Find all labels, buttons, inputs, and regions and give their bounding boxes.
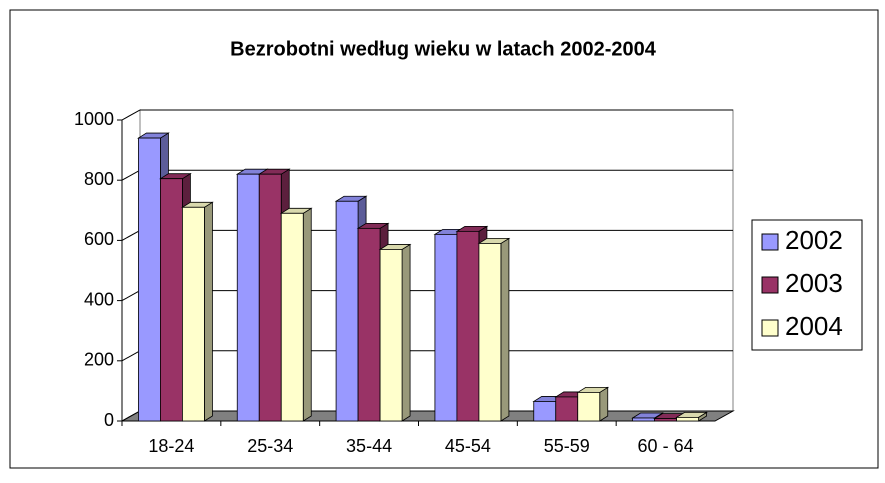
y-tick-label: 0	[104, 410, 114, 430]
x-tick-label: 25-34	[247, 436, 293, 456]
bar	[632, 417, 655, 422]
bar	[138, 137, 161, 422]
y-tick-label: 400	[84, 289, 114, 309]
y-tick-label: 600	[84, 229, 114, 249]
legend-swatch	[761, 319, 779, 337]
bar	[258, 173, 282, 422]
bar-side	[302, 207, 312, 422]
x-tick-label: 18-24	[148, 436, 194, 456]
grid-line-side	[121, 229, 141, 241]
legend-label: 2004	[785, 311, 843, 341]
legend-swatch	[761, 276, 779, 294]
x-tick-label: 60 - 64	[638, 436, 694, 456]
bar-side	[599, 386, 609, 422]
grid-line-side	[121, 350, 141, 362]
bar	[676, 416, 699, 422]
bar	[182, 206, 205, 422]
bar	[555, 396, 579, 422]
bar	[456, 230, 480, 422]
bar-side	[204, 201, 213, 422]
bar	[434, 233, 458, 422]
bar	[379, 249, 403, 422]
bar	[654, 418, 677, 422]
y-tick-label: 200	[84, 350, 114, 370]
bar-side	[500, 237, 510, 422]
side-wall	[121, 109, 141, 422]
x-tick-label: 35-44	[346, 436, 392, 456]
y-tick-label: 1000	[74, 109, 114, 129]
grid-line-side	[121, 109, 141, 121]
legend-swatch	[761, 233, 779, 251]
bar	[160, 178, 183, 422]
chart-title: Bezrobotni według wieku w latach 2002-20…	[230, 38, 657, 60]
bar	[280, 212, 304, 422]
bar	[236, 173, 260, 422]
grid-line-side	[121, 169, 141, 181]
legend-label: 2002	[785, 225, 843, 255]
x-tick-label: 45-54	[445, 436, 491, 456]
bar	[357, 227, 381, 422]
bar-side	[401, 243, 411, 422]
grid-line-side	[121, 410, 141, 422]
grid-line-side	[121, 290, 141, 302]
legend-label: 2003	[785, 268, 843, 298]
bar	[533, 401, 557, 422]
bar	[335, 200, 359, 422]
bar	[478, 243, 502, 422]
x-tick-label: 55-59	[544, 436, 590, 456]
bar	[577, 392, 601, 422]
y-tick-label: 800	[84, 169, 114, 189]
